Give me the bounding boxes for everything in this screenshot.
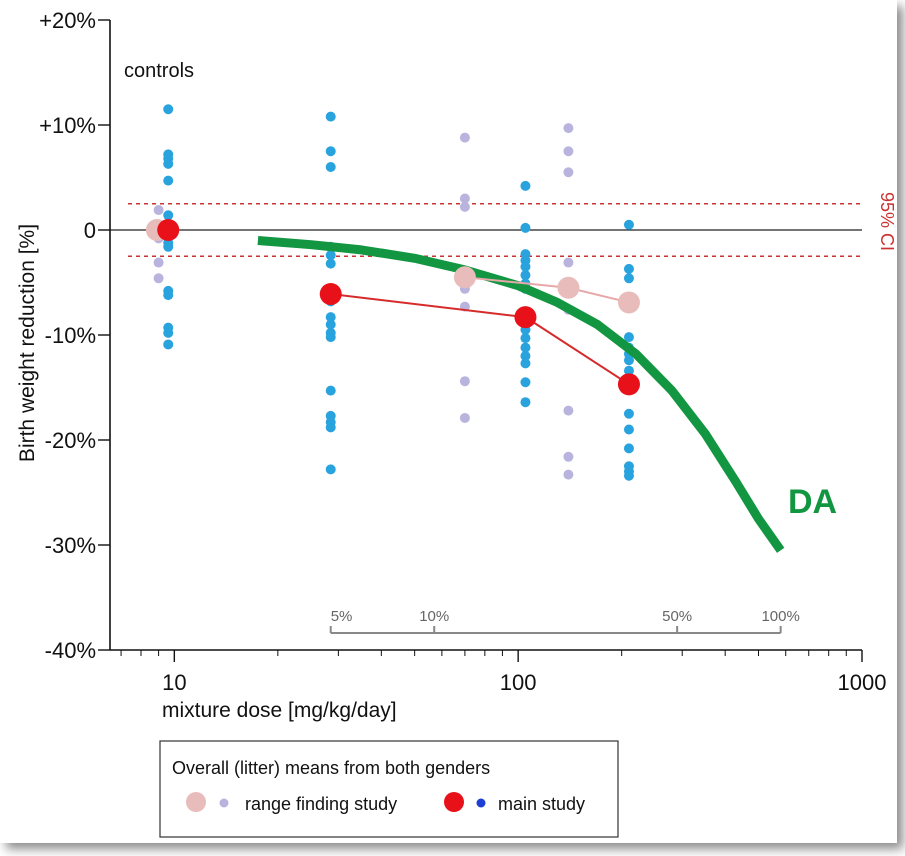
range-finding-point: [153, 257, 164, 268]
main-study-point: [520, 342, 531, 353]
main-study-point: [325, 250, 336, 261]
range-finding-point: [459, 201, 470, 212]
range-finding-point: [459, 376, 470, 387]
main-study-point: [163, 339, 174, 350]
main-study-point: [623, 443, 634, 454]
y-axis-title: Birth weight reduction [%]: [16, 224, 39, 462]
main-study-mean: [514, 306, 537, 329]
mean-points: [145, 219, 640, 396]
main-study-mean: [157, 219, 180, 241]
x-tick-label: 1000: [838, 670, 887, 695]
range-finding-point: [563, 469, 574, 480]
main-study-point: [520, 358, 531, 369]
range-finding-point: [563, 451, 574, 462]
range-finding-mean: [617, 291, 640, 314]
main-study-mean: [617, 373, 640, 396]
main-study-point: [623, 424, 634, 435]
legend-range-label: range finding study: [245, 794, 397, 814]
range-finding-point: [153, 205, 164, 216]
da-curve-line: [257, 236, 785, 553]
axes: [109, 20, 862, 651]
main-study-point: [520, 333, 531, 344]
y-tick-label: -30%: [45, 533, 96, 558]
figure-frame: +20% +10% 0 -10% -20% -30% -40% 10 100 1000 5% 10%…: [16, 8, 897, 838]
main-study-point: [325, 319, 336, 330]
da-label: DA: [788, 483, 837, 521]
main-study-point: [520, 351, 531, 361]
range-finding-point: [563, 257, 574, 268]
controls-label: controls: [124, 60, 194, 82]
ci-label: 95% CI: [877, 192, 897, 251]
ticks: +20% +10% 0 -10% -20% -30% -40% 10 100 1000: [39, 8, 886, 695]
scale-label: 5%: [331, 608, 353, 625]
main-study-point: [325, 312, 336, 323]
scale-label: 10%: [419, 608, 449, 625]
main-study-point: [520, 377, 531, 388]
main-study-mean-line: [330, 293, 630, 386]
legend-range-point-marker: [219, 798, 229, 808]
main-study-point: [325, 258, 336, 269]
main-study-point: [163, 327, 174, 338]
main-study-point: [325, 464, 336, 475]
legend: Overall (litter) means from both genders…: [159, 740, 619, 838]
x-tick-label: 100: [500, 670, 537, 695]
scale-label: 50%: [662, 608, 692, 625]
range-finding-mean: [557, 276, 580, 299]
main-study-point: [163, 158, 174, 169]
main-study-point: [520, 261, 531, 272]
y-tick-label: +10%: [39, 113, 96, 138]
main-study-point: [623, 470, 634, 481]
legend-range-mean-marker: [186, 792, 206, 812]
main-study-mean: [319, 283, 342, 306]
main-study-point: [623, 355, 634, 366]
range-finding-point: [563, 123, 574, 134]
main-study-point: [623, 273, 634, 284]
range-finding-point: [563, 405, 574, 416]
legend-main-label: main study: [498, 794, 585, 814]
da-curve: [257, 236, 785, 553]
main-study-point: [163, 290, 174, 301]
y-tick-label: -20%: [45, 428, 96, 453]
main-study-point: [163, 175, 174, 186]
legend-main-mean-marker: [444, 792, 464, 812]
mixture-percent-scale: 5% 10% 50% 100%: [329, 608, 800, 634]
y-tick-label: -10%: [45, 323, 96, 348]
range-finding-point: [563, 146, 574, 157]
ci-band-lines: [128, 202, 862, 258]
main-study-point: [325, 146, 336, 157]
y-tick-label: 0: [84, 218, 96, 243]
main-study-point: [623, 332, 634, 343]
main-study-point: [325, 385, 336, 396]
y-tick-label: +20%: [39, 8, 96, 33]
main-study-point: [520, 397, 531, 408]
main-study-point: [325, 332, 336, 343]
main-study-point: [623, 408, 634, 419]
range-finding-point: [459, 412, 470, 423]
main-study-point: [623, 263, 634, 274]
main-study-point: [325, 111, 336, 122]
legend-main-point-marker: [476, 798, 486, 808]
mean-lines: [330, 276, 630, 386]
main-study-point: [163, 104, 174, 115]
y-tick-label: -40%: [45, 638, 96, 663]
main-study-point: [163, 241, 174, 252]
range-finding-point: [153, 273, 164, 284]
scale-label: 100%: [761, 608, 799, 625]
range-finding-point: [459, 132, 470, 143]
chart: +20% +10% 0 -10% -20% -30% -40% 10 100 1000 5% 10%…: [16, 8, 897, 838]
legend-box: [159, 740, 619, 838]
main-study-point: [520, 270, 531, 281]
x-tick-label: 10: [162, 670, 186, 695]
main-study-point: [520, 180, 531, 191]
range-finding-point: [459, 193, 470, 204]
legend-title: Overall (litter) means from both genders: [172, 758, 490, 778]
main-study-point: [623, 219, 634, 230]
range-finding-mean: [453, 266, 476, 289]
main-study-point: [325, 162, 336, 172]
main-study-point: [520, 222, 531, 233]
main-study-point: [163, 210, 174, 221]
range-finding-point: [563, 167, 574, 178]
x-axis-title: mixture dose [mg/kg/day]: [162, 699, 397, 722]
main-study-point: [325, 422, 336, 433]
